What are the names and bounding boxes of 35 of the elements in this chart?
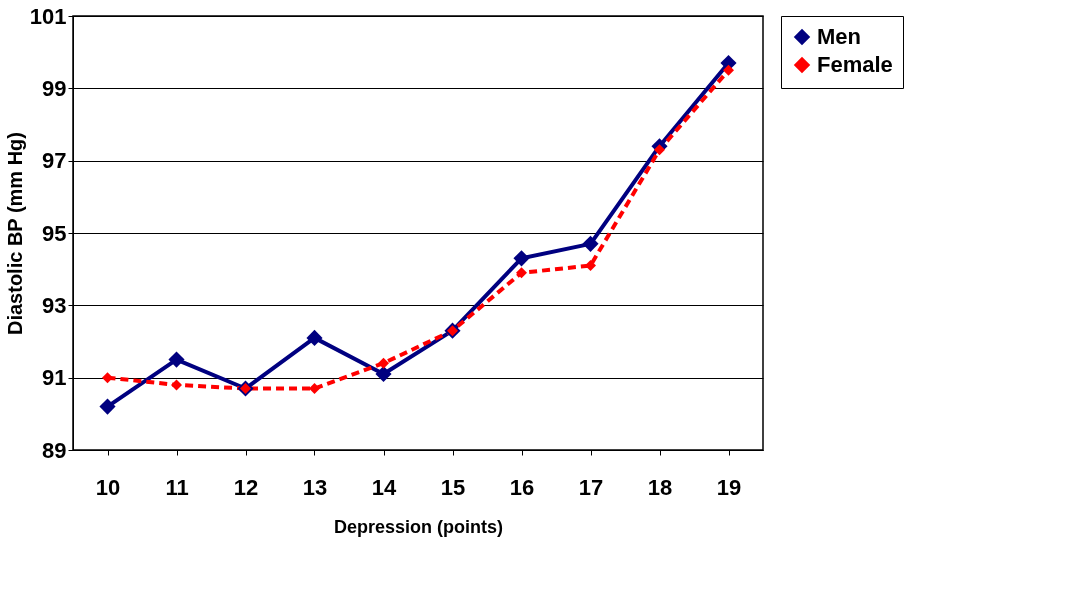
point: [306, 329, 323, 346]
y-tick-label: 99: [42, 75, 67, 101]
y-axis-title: Diastolic BP (mm Hg): [3, 132, 26, 335]
x-tick-label: 18: [647, 474, 673, 500]
point: [585, 260, 596, 272]
point: [168, 351, 185, 368]
x-tick-label: 11: [165, 474, 189, 500]
y-tick-label: 95: [42, 220, 67, 246]
point: [654, 144, 665, 156]
point: [102, 372, 113, 384]
legend-label: Men: [817, 24, 861, 49]
x-axis-title: Depression (points): [333, 516, 504, 537]
point: [378, 357, 389, 369]
x-tick-label: 13: [302, 474, 328, 500]
point: [171, 379, 182, 391]
x-tick-label: 16: [509, 474, 535, 500]
point: [309, 383, 320, 394]
point: [513, 250, 530, 267]
point: [516, 267, 527, 279]
legend-label: Female: [817, 52, 893, 77]
y-tick-label: 93: [42, 292, 67, 318]
y-tick-label: 89: [42, 437, 67, 463]
x-tick-label: 14: [371, 474, 397, 500]
point: [723, 64, 734, 76]
x-tick-label: 12: [233, 474, 259, 500]
point: [99, 398, 116, 415]
x-tick-label: 10: [95, 474, 121, 500]
point: [582, 235, 599, 252]
x-tick-label: 17: [578, 474, 604, 500]
y-tick-label: 91: [42, 365, 67, 391]
x-tick-label: 15: [440, 474, 466, 500]
point: [375, 365, 392, 383]
y-tick-label: 101: [29, 3, 67, 29]
y-tick-label: 97: [42, 148, 67, 174]
x-tick-label: 19: [716, 474, 742, 500]
